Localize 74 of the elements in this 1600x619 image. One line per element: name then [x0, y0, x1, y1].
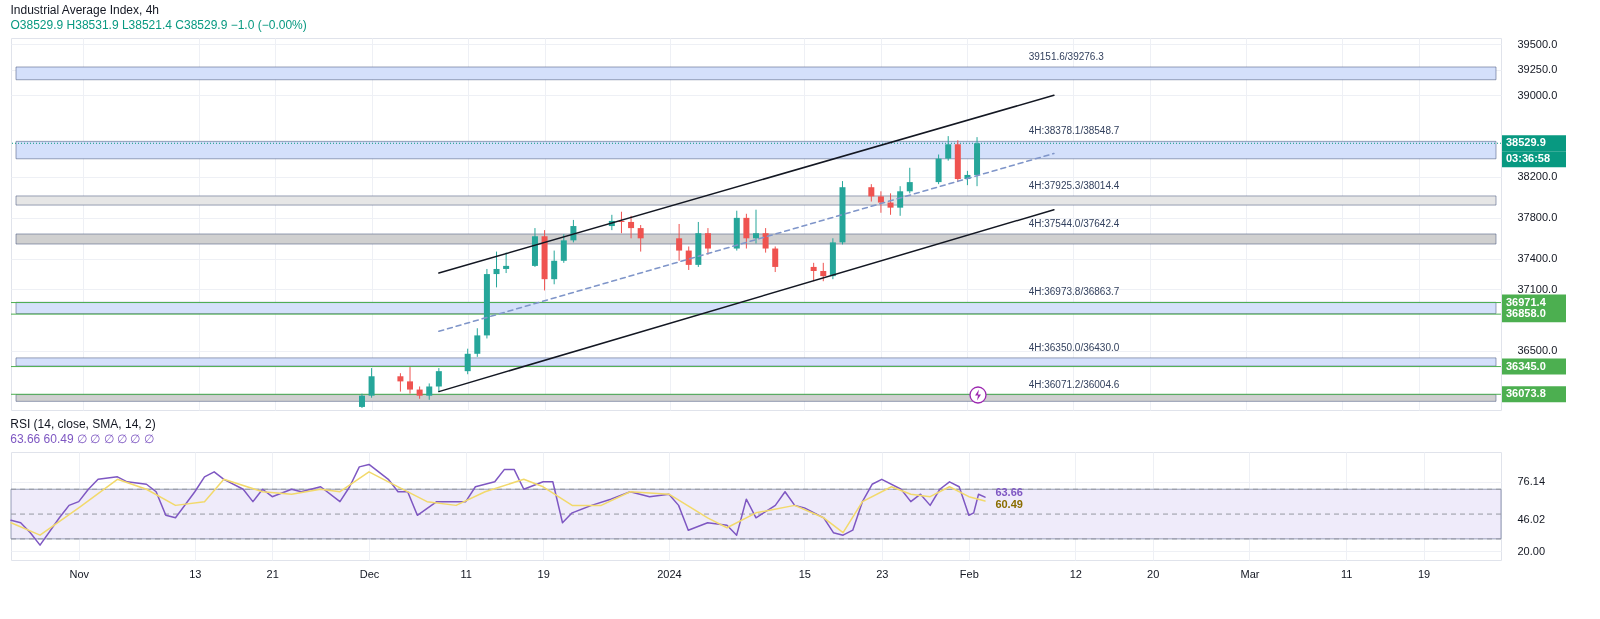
- data-label: 60.49: [995, 498, 1023, 511]
- x-tick-label: 20: [1147, 567, 1160, 580]
- chart-subtitle: O38529.9 H38531.9 L38521.4 C38529.9 −1.0 (−0.00%): [10, 18, 307, 32]
- band-label: 4H:37925.3/38014.4: [1028, 179, 1120, 191]
- candlestick: [474, 327, 481, 358]
- x-tick-label: 23: [876, 567, 889, 580]
- x-tick-label: 15: [798, 567, 811, 580]
- candlestick: [397, 372, 404, 393]
- line-series: [10, 471, 986, 536]
- x-tick-label: 11: [1340, 567, 1353, 580]
- candlestick: [676, 223, 683, 262]
- candlestick: [628, 215, 635, 239]
- band-label: 4H:36973.8/36863.7: [1028, 286, 1120, 298]
- candlestick: [753, 209, 759, 244]
- y-tick-label: 46.02: [1517, 512, 1546, 525]
- candlestick: [810, 262, 817, 282]
- candlestick: [935, 154, 942, 185]
- band-label: 4H:38378.1/38548.7: [1028, 125, 1120, 137]
- candlestick: [743, 213, 750, 250]
- candlestick: [685, 245, 692, 271]
- chart-title: RSI (14, close, SMA, 14, 2): [10, 417, 156, 431]
- y-tick-label: 38200.0: [1517, 170, 1558, 183]
- x-tick-label: 13: [189, 567, 202, 580]
- y-tick-label: 37800.0: [1517, 211, 1558, 224]
- band-label: 4H:36071.2/36004.6: [1028, 378, 1120, 390]
- x-tick-label: Dec: [359, 567, 380, 580]
- line-series: [10, 463, 986, 546]
- y-tick-label: 39250.0: [1517, 63, 1558, 76]
- candlestick: [407, 366, 414, 395]
- candlestick: [772, 245, 779, 273]
- candlestick: [368, 367, 375, 399]
- chart-title: Industrial Average Index, 4h: [10, 3, 160, 17]
- candlestick: [503, 252, 510, 274]
- data-label: 63.66: [995, 485, 1023, 498]
- candlestick: [560, 233, 567, 264]
- band-label: 39151.6/39276.3: [1028, 50, 1105, 62]
- candlestick: [945, 135, 952, 162]
- ref-line-label: 36073.8: [1506, 387, 1546, 400]
- candlestick: [887, 192, 894, 216]
- ref-line-label: 38529.9: [1506, 136, 1546, 149]
- x-tick-label: Mar: [1240, 567, 1260, 580]
- candlestick: [435, 367, 442, 393]
- ref-line-label: 36858.0: [1506, 307, 1546, 320]
- chart-subtitle: 63.66 60.49 ∅ ∅ ∅ ∅ ∅ ∅: [10, 432, 154, 446]
- y-tick-label: 37400.0: [1517, 252, 1558, 265]
- y-tick-label: 37100.0: [1517, 282, 1558, 295]
- y-tick-label: 36500.0: [1517, 344, 1558, 357]
- band-label: 4H:36350.0/36430.0: [1028, 341, 1120, 353]
- ref-line-label: 36971.4: [1506, 295, 1547, 308]
- y-tick-label: 39500.0: [1517, 37, 1558, 50]
- x-tick-label: Nov: [69, 567, 90, 580]
- x-tick-label: 21: [266, 567, 279, 580]
- candlestick: [464, 348, 471, 375]
- y-tick-label: 39000.0: [1517, 88, 1558, 101]
- candlestick: [897, 185, 904, 217]
- ref-line-label: 36345.0: [1506, 359, 1546, 372]
- candlestick: [820, 262, 827, 282]
- candlestick: [877, 190, 884, 214]
- x-tick-label: 2024: [657, 567, 682, 580]
- text: 03:36:58: [1506, 152, 1551, 165]
- band-label: 4H:37544.0/37642.4: [1028, 217, 1120, 229]
- x-tick-label: 19: [537, 567, 550, 580]
- x-tick-label: 19: [1417, 567, 1431, 580]
- x-tick-label: Feb: [959, 567, 979, 580]
- candlestick: [906, 167, 913, 194]
- y-tick-label: 76.14: [1517, 475, 1546, 488]
- candlestick: [637, 224, 644, 253]
- x-tick-label: 12: [1069, 567, 1082, 580]
- y-tick-label: 20.00: [1517, 544, 1546, 557]
- candlestick: [704, 227, 711, 256]
- candlestick: [551, 250, 558, 285]
- candlestick: [493, 251, 500, 288]
- x-tick-label: 11: [460, 567, 472, 580]
- candlestick: [762, 227, 769, 254]
